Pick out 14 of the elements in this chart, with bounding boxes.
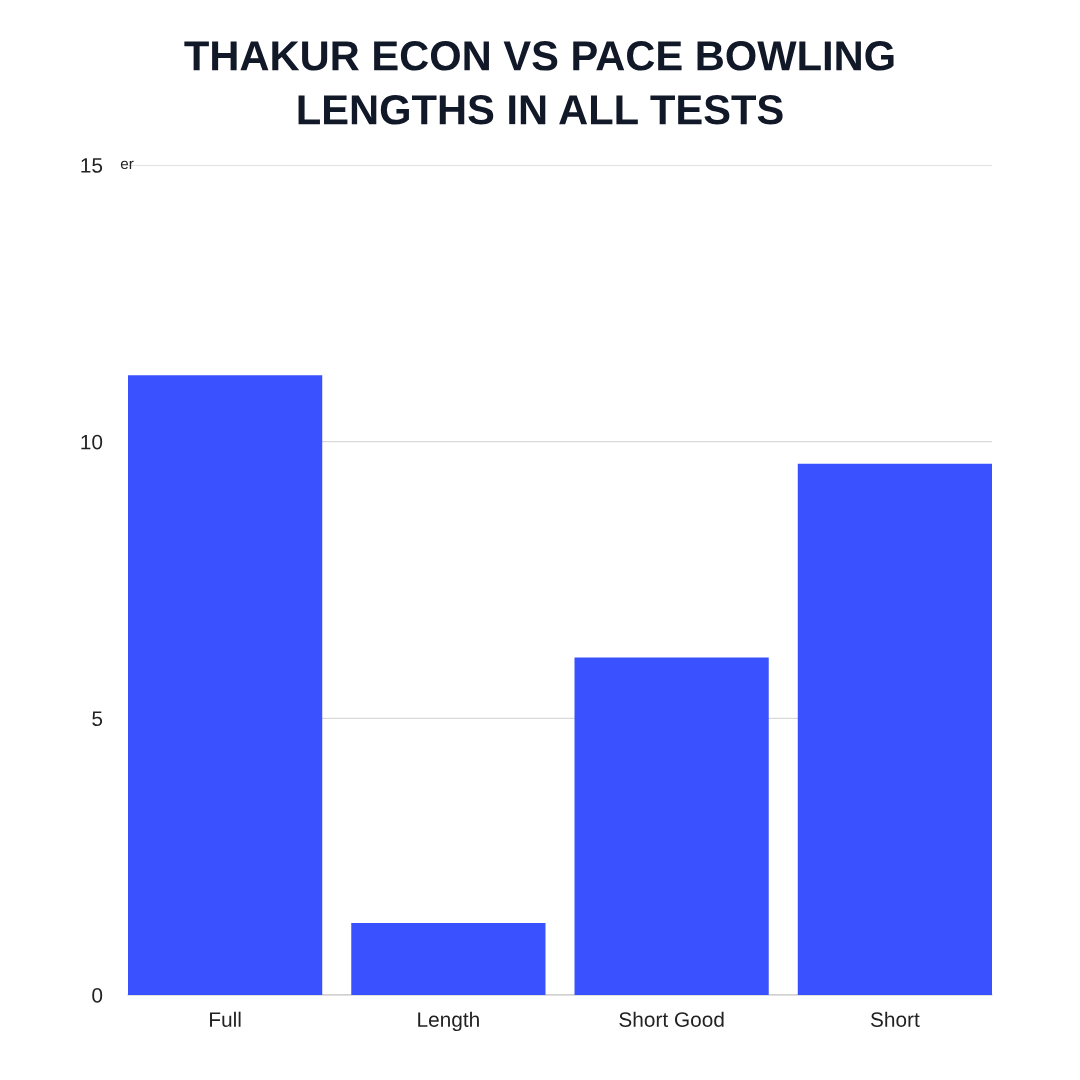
y-axis-title: er xyxy=(120,160,134,170)
bar xyxy=(797,463,992,995)
chart-title: THAKUR ECON VS PACE BOWLING LENGTHS IN ALL TESTS xyxy=(184,41,894,125)
y-tick-label: 10 xyxy=(81,434,103,450)
bar xyxy=(128,375,323,995)
y-tick-label: 5 xyxy=(92,711,103,727)
x-tick-label: Length xyxy=(418,1011,479,1032)
y-tick-label: 15 xyxy=(81,158,103,173)
bar xyxy=(351,923,546,995)
y-tick-label: 0 xyxy=(92,988,103,1003)
x-tick-label: Short Good xyxy=(619,1011,724,1027)
x-tick-label: Short xyxy=(870,1011,920,1027)
x-tick-label: Full xyxy=(210,1011,241,1027)
bar xyxy=(574,657,769,995)
